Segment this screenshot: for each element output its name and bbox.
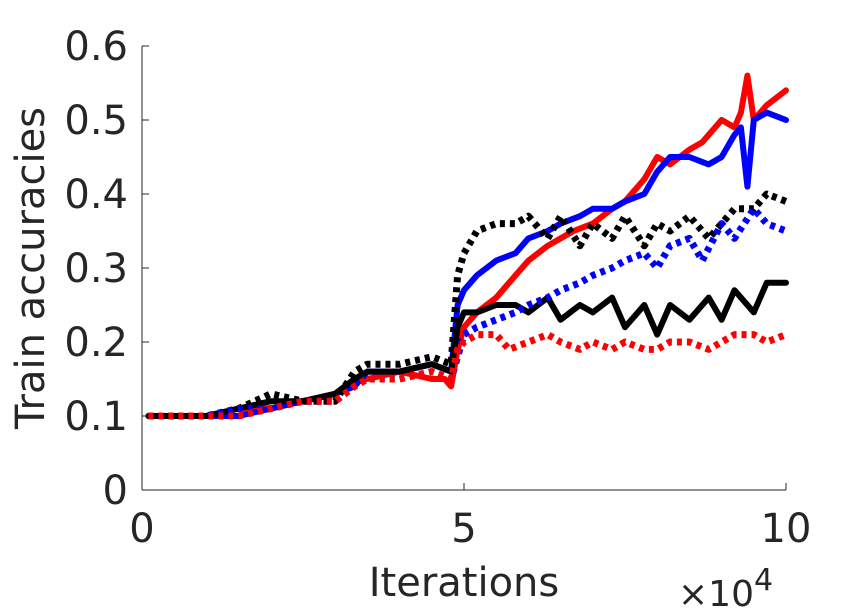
x-multiplier-exponent: 4 xyxy=(754,563,773,598)
series-line-6 xyxy=(148,331,788,420)
x-multiplier: ×104 xyxy=(678,563,773,615)
ticks: 0 0.1 0.2 0.3 0.4 0.5 0.6 0 5 10 xyxy=(64,24,811,552)
y-tick-label: 0 xyxy=(103,468,128,514)
axes xyxy=(141,46,786,491)
y-tick-label: 0.6 xyxy=(64,24,128,70)
series-line-2 xyxy=(145,109,789,419)
series-layer xyxy=(145,72,789,420)
series-line-3 xyxy=(145,279,789,419)
y-axis-label: Train accuracies xyxy=(8,107,54,430)
x-tick-label: 10 xyxy=(761,506,812,552)
x-tick-label: 5 xyxy=(451,506,476,552)
x-multiplier-base: ×10 xyxy=(678,574,754,615)
x-tick-label: 0 xyxy=(129,506,154,552)
x-axis-label: Iterations xyxy=(369,560,560,606)
y-tick-label: 0.5 xyxy=(64,98,128,144)
y-tick-label: 0.4 xyxy=(64,172,128,218)
y-tick-label: 0.3 xyxy=(64,246,128,292)
y-tick-label: 0.2 xyxy=(64,320,128,366)
y-tick-label: 0.1 xyxy=(64,394,128,440)
series-line-4 xyxy=(148,190,788,420)
